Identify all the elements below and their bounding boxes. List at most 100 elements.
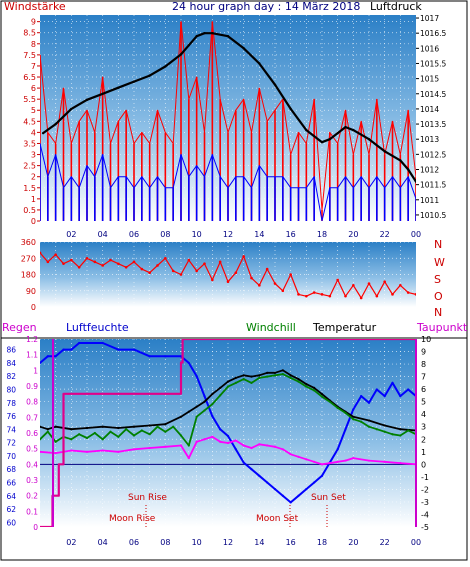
humidity-tick-label: 64 <box>6 492 16 501</box>
hour-tick-label: 04 <box>98 230 108 239</box>
rain-tick-label: 0.6 <box>26 429 38 438</box>
series-line <box>40 369 416 432</box>
panel1-left-ticks: 9 8.5 8 7.5 7 6.5 6 5.5 5 4.5 4 3.5 3 2.5 2 1.5 1 0.5 0 <box>23 18 40 226</box>
compass-label: N <box>434 238 442 251</box>
wind-tick-label: 5 <box>31 106 36 115</box>
astro-annotations: Sun Rise Moon Rise Moon Set Sun Set <box>109 493 346 527</box>
wind-tick-label: 5.5 <box>23 95 36 104</box>
rain-tick-label: 1.2 <box>26 335 38 344</box>
rain-tick-label: 1.1 <box>26 351 38 360</box>
temperature-tick-label: 8 <box>421 360 426 369</box>
hour-tick-label: 08 <box>160 538 170 547</box>
hour-tick-label: 06 <box>129 230 139 239</box>
pressure-tick-label: 1013 <box>420 135 439 144</box>
hour-tick-label: 16 <box>286 230 296 239</box>
wind-tick-label: 8 <box>31 40 36 49</box>
temperature-tick-label: 1 <box>421 448 426 457</box>
hour-tick-label: 20 <box>348 538 358 547</box>
compass-label: N <box>434 306 442 319</box>
rain-ticks: 1.2 1.1 1 0.9 0.8 0.7 0.6 0.5 0.4 0.3 0.2 0.1 0 <box>26 335 38 532</box>
hour-tick-label: 08 <box>160 230 170 239</box>
hour-tick-label: 04 <box>98 538 108 547</box>
hour-tick-label: 22 <box>380 230 390 239</box>
humidity-tick-label: 84 <box>6 359 16 368</box>
direction-tick-label: 360 <box>21 238 36 247</box>
pressure-tick-label: 1016.5 <box>420 29 446 38</box>
temperature-tick-label: -5 <box>421 523 429 532</box>
hour-tick-label: 06 <box>129 538 139 547</box>
humidity-tick-label: 80 <box>6 385 16 394</box>
direction-tick-label: 0 <box>31 303 36 312</box>
hour-tick-label: 22 <box>380 538 390 547</box>
hour-tick-label: 14 <box>254 538 264 547</box>
temperature-humidity-panel: Regen Luftfeuchte Windchill Temperatur T… <box>2 321 468 547</box>
hour-tick-label: 02 <box>66 230 76 239</box>
pressure-tick-label: 1014 <box>420 105 439 114</box>
pressure-tick-label: 1011 <box>420 196 439 205</box>
temperature-tick-label: 7 <box>421 373 426 382</box>
temperature-tick-label: -1 <box>421 473 429 482</box>
humidity-tick-label: 86 <box>6 346 16 355</box>
temperature-tick-label: 9 <box>421 348 426 357</box>
wind-pressure-panel: Windstärke 24 hour graph day : 14 März 2… <box>4 0 446 239</box>
panel2-left-ticks: 360 270 180 90 0 <box>21 238 36 312</box>
rain-tick-label: 0.9 <box>26 382 38 391</box>
temperature-tick-label: -4 <box>421 510 429 519</box>
moon-set-label: Moon Set <box>256 514 299 524</box>
temperature-tick-label: 4 <box>421 410 426 419</box>
hour-tick-label: 00 <box>411 538 421 547</box>
humidity-tick-label: 74 <box>6 425 16 434</box>
luftdruck-label: Luftdruck <box>370 0 422 13</box>
rain-tick-label: 0.7 <box>26 413 38 422</box>
wind-tick-label: 7.5 <box>23 51 36 60</box>
rain-tick-label: 0.1 <box>26 507 38 516</box>
hour-tick-label: 02 <box>66 538 76 547</box>
hour-tick-label: 18 <box>317 230 327 239</box>
graph-title: 24 hour graph day : 14 März 2018 <box>172 0 360 13</box>
wind-tick-label: 4.5 <box>23 117 36 126</box>
humidity-tick-label: 70 <box>6 452 16 461</box>
panel1-right-ticks: 1017 1016.5 1016 1015.5 1015 1014.5 1014 1013.5… <box>416 14 446 220</box>
temperature-tick-label: -2 <box>421 485 429 494</box>
wind-tick-label: 2 <box>31 173 36 182</box>
series-line <box>40 435 416 466</box>
humidity-ticks: 86 84 82 80 78 76 74 72 70 68 66 64 62 60 <box>6 346 16 528</box>
series-line <box>40 342 416 504</box>
pressure-tick-label: 1011.5 <box>420 181 446 190</box>
pressure-tick-label: 1013.5 <box>420 120 446 129</box>
hour-tick-label: 10 <box>192 538 202 547</box>
temperature-tick-label: 10 <box>421 335 431 344</box>
pressure-tick-label: 1010.5 <box>420 211 446 220</box>
compass-label: W <box>434 256 445 269</box>
wind-series-line <box>40 143 416 221</box>
direction-tick-label: 270 <box>21 254 36 263</box>
direction-tick-label: 90 <box>26 287 36 296</box>
temperature-tick-label: 0 <box>421 460 426 469</box>
hour-tick-label: 10 <box>192 230 202 239</box>
panel3-x-ticks: 02 04 06 08 10 12 14 16 18 20 22 00 <box>66 538 421 547</box>
temperature-tick-label: -3 <box>421 498 429 507</box>
hour-tick-label: 12 <box>223 538 233 547</box>
hour-tick-label: 20 <box>348 230 358 239</box>
humidity-tick-label: 66 <box>6 478 16 487</box>
rain-tick-label: 0.4 <box>26 460 38 469</box>
wind-tick-label: 6 <box>31 84 36 93</box>
pressure-tick-label: 1014.5 <box>420 90 446 99</box>
hour-tick-label: 00 <box>411 230 421 239</box>
humidity-tick-label: 68 <box>6 465 16 474</box>
humidity-tick-label: 60 <box>6 518 16 527</box>
temperature-tick-label: 2 <box>421 435 426 444</box>
panel3-series <box>40 339 416 527</box>
pressure-tick-label: 1016 <box>420 44 439 53</box>
wind-tick-label: 8.5 <box>23 29 36 38</box>
luftfeuchte-label: Luftfeuchte <box>66 321 129 334</box>
temperatur-label: Temperatur <box>312 321 377 334</box>
wind-tick-label: 3 <box>31 151 36 160</box>
temperature-tick-label: 6 <box>421 385 426 394</box>
humidity-tick-label: 82 <box>6 372 16 381</box>
temperature-tick-label: 5 <box>421 398 426 407</box>
